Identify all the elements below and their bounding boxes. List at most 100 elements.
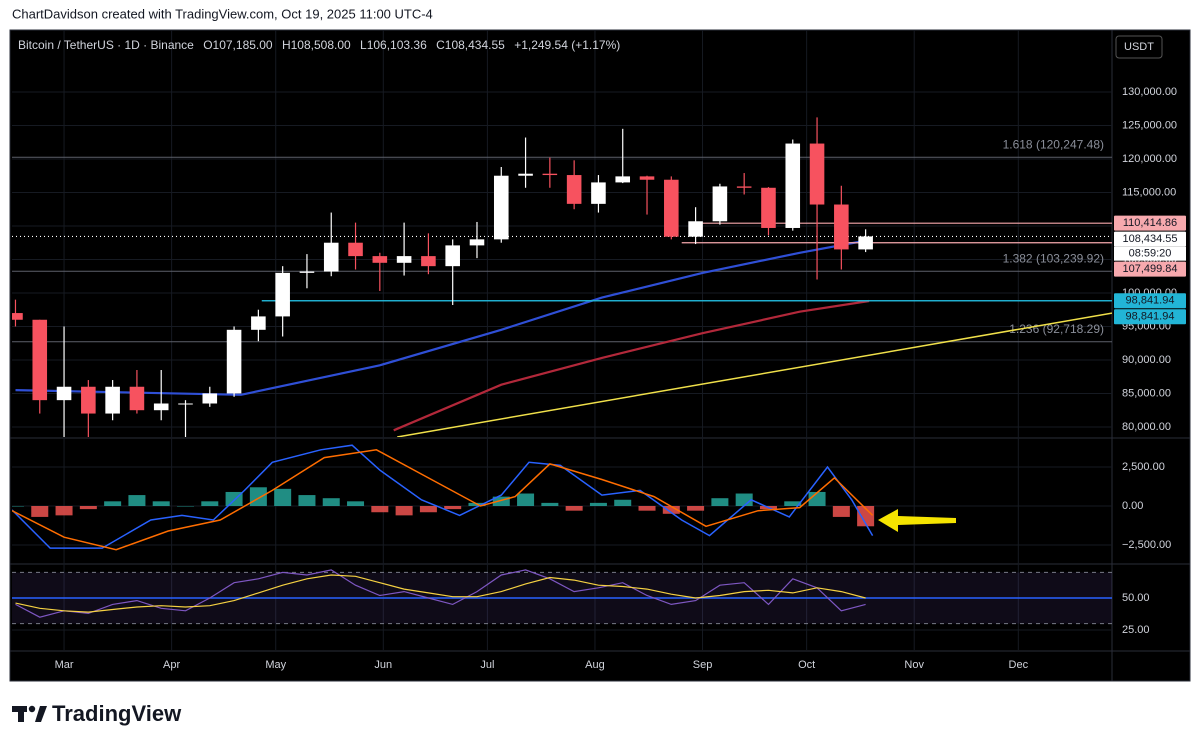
ohlc-high: H108,508.00 [282, 38, 351, 52]
macd-histogram-bar [347, 501, 365, 507]
macd-histogram-bar [784, 501, 802, 507]
grid [12, 30, 1112, 650]
candle-body [129, 386, 145, 411]
macd-histogram-bar [274, 488, 292, 507]
price-tag-label: 108,434.55 [1122, 233, 1177, 245]
macd-histogram-bar [565, 506, 583, 511]
macd-histogram-bar [322, 498, 340, 507]
price-tag-label: 110,414.86 [1123, 217, 1177, 229]
candle-body [372, 256, 388, 263]
macd-pane [12, 444, 875, 551]
brand-logo [12, 705, 47, 722]
price-tag-label: 98,841.94 [1126, 295, 1175, 307]
y-tick-label: 25.00 [1122, 624, 1150, 636]
macd-histogram-bar [201, 501, 219, 507]
candle-body [639, 176, 655, 180]
price-tag [1114, 231, 1186, 247]
macd-histogram-bar [711, 498, 729, 507]
macd-histogram-bar [638, 506, 656, 511]
macd-histogram-bar [12, 506, 24, 507]
y-tick-label: 2,500.00 [1122, 461, 1165, 473]
candle-body [323, 242, 339, 272]
ohlc-change: +1,249.54 (+1.17%) [514, 38, 620, 52]
macd-histogram-bar [662, 506, 680, 514]
y-tick-label: 120,000.00 [1122, 153, 1177, 165]
macd-histogram-bar [395, 506, 413, 516]
currency-box[interactable] [1115, 35, 1163, 59]
candle-body [712, 186, 728, 222]
candle-body [761, 187, 776, 228]
candle-body [469, 239, 485, 246]
candle-body [153, 403, 169, 411]
macd-histogram-bar [298, 495, 316, 507]
candle-body [664, 179, 679, 237]
fib-label: 1.618 (120,247.48) [1003, 137, 1104, 151]
logo-part [35, 706, 47, 722]
x-tick-label: Nov [904, 659, 924, 671]
macd-histogram-bar [55, 506, 73, 516]
candle-body [251, 316, 266, 330]
fib-label: 1.236 (92,718.29) [1009, 322, 1104, 336]
candle-body [202, 393, 218, 404]
macd-histogram-bar [444, 506, 462, 510]
x-tick-label: Aug [585, 659, 605, 671]
candle-body [32, 319, 48, 401]
logo-part [18, 706, 24, 722]
y-tick-label: 85,000.00 [1122, 387, 1171, 399]
price-tag-timer-bg [1114, 246, 1186, 261]
y-tick-label: 90,000.00 [1122, 354, 1171, 366]
ohlc-open: O107,185.00 [203, 38, 273, 52]
candle-body [56, 386, 72, 401]
credit: ChartDavidson created with TradingView.c… [12, 6, 433, 21]
candle-body [809, 143, 825, 205]
candle-body [275, 272, 290, 317]
macd-histogram-bar [808, 491, 826, 507]
x-tick-label: Apr [163, 659, 180, 671]
y-tick-label: 80,000.00 [1122, 421, 1171, 433]
macd-histogram-bar [517, 493, 535, 507]
symbol-title: Bitcoin / TetherUS · 1D · Binance [18, 38, 194, 52]
macd-histogram-bar [832, 506, 850, 517]
candle-body [421, 256, 436, 267]
y-tick-label: −2,500.00 [1122, 539, 1171, 551]
candle-body [591, 182, 606, 204]
y-tick-label: 0.00 [1122, 500, 1143, 512]
axes: Mar Apr May Jun Jul Aug Sep Oct Nov Dec 80,000.00 8… [55, 86, 1186, 671]
x-tick-label: Jul [480, 659, 494, 671]
ohlc-close: C108,434.55 [436, 38, 505, 52]
currency[interactable]: USDT [1124, 41, 1154, 53]
price-tag [1114, 261, 1186, 277]
candle-body [226, 329, 242, 394]
candle-body [542, 173, 558, 176]
macd-histogram-bar [371, 506, 389, 513]
legend-header: Bitcoin / TetherUS · 1D · Binance O107,1… [18, 38, 620, 52]
macd-line [12, 449, 874, 551]
candle-body [81, 386, 96, 414]
candle-body [348, 242, 363, 257]
y-tick-label: 125,000.00 [1122, 119, 1177, 131]
macd-histogram-bar [249, 487, 267, 507]
macd-histogram-bar [104, 501, 122, 507]
macd-histogram-bar [79, 506, 97, 510]
candle-body [518, 173, 533, 176]
candle-body [688, 221, 703, 237]
macd-histogram-bar [492, 496, 510, 507]
macd-histogram-bar [177, 506, 195, 507]
annotation-arrow [878, 509, 956, 532]
price-tag-timer: 08:59:20 [1129, 248, 1172, 260]
macd-histogram-bar [687, 506, 705, 511]
price-tag [1114, 309, 1186, 325]
candle-body [396, 256, 412, 263]
x-tick-label: May [265, 659, 286, 671]
x-tick-label: Dec [1009, 659, 1029, 671]
macd-histogram-bar [31, 506, 49, 517]
candle-body [785, 143, 801, 228]
fib-label: 1.382 (103,239.92) [1003, 251, 1104, 265]
x-tick-label: Sep [693, 659, 713, 671]
macd-histogram-bar [589, 502, 607, 507]
rsi-pane [12, 569, 1112, 625]
trendline [397, 312, 1112, 437]
y-tick-label: 115,000.00 [1122, 186, 1176, 198]
candle-body [178, 403, 193, 405]
